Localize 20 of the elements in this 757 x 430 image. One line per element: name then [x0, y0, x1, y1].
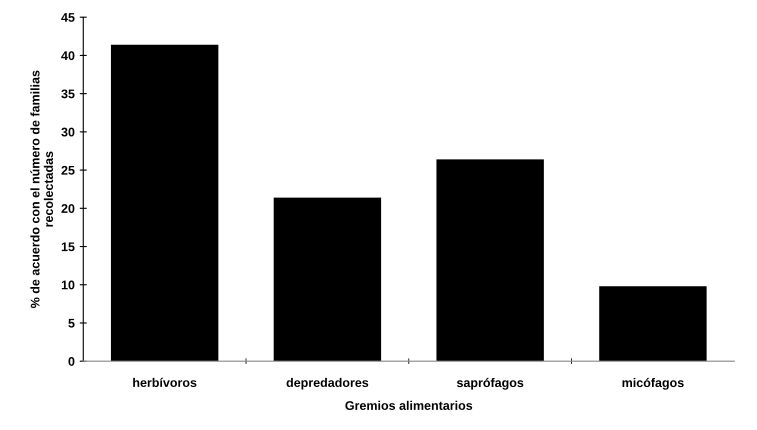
y-tick-label: 5 [68, 318, 75, 328]
bar [110, 44, 218, 362]
y-axis-title: % de acuerdo con el número de familias recolectadas [30, 70, 54, 308]
y-tick-label: 0 [68, 357, 74, 366]
bar [599, 286, 707, 362]
y-tick-label: 40 [61, 51, 74, 60]
x-tick-label: herbívoros [133, 378, 196, 388]
y-tick-label: 45 [61, 13, 75, 22]
y-tick-label: 25 [61, 166, 75, 175]
y-tick-label: 30 [61, 128, 74, 137]
x-tick-label: depredadores [286, 378, 368, 390]
y-tick-label: 10 [62, 280, 74, 290]
bar [436, 159, 544, 362]
y-tick-label: 35 [61, 89, 75, 98]
x-tick-label: saprófagos [456, 378, 524, 390]
bar [274, 198, 382, 362]
y-tick-label: 15 [62, 242, 75, 252]
x-tick-label: micófagos [622, 378, 684, 390]
y-tick-label: 20 [61, 204, 74, 213]
x-axis-title: Gremios alimentarios [345, 400, 472, 410]
